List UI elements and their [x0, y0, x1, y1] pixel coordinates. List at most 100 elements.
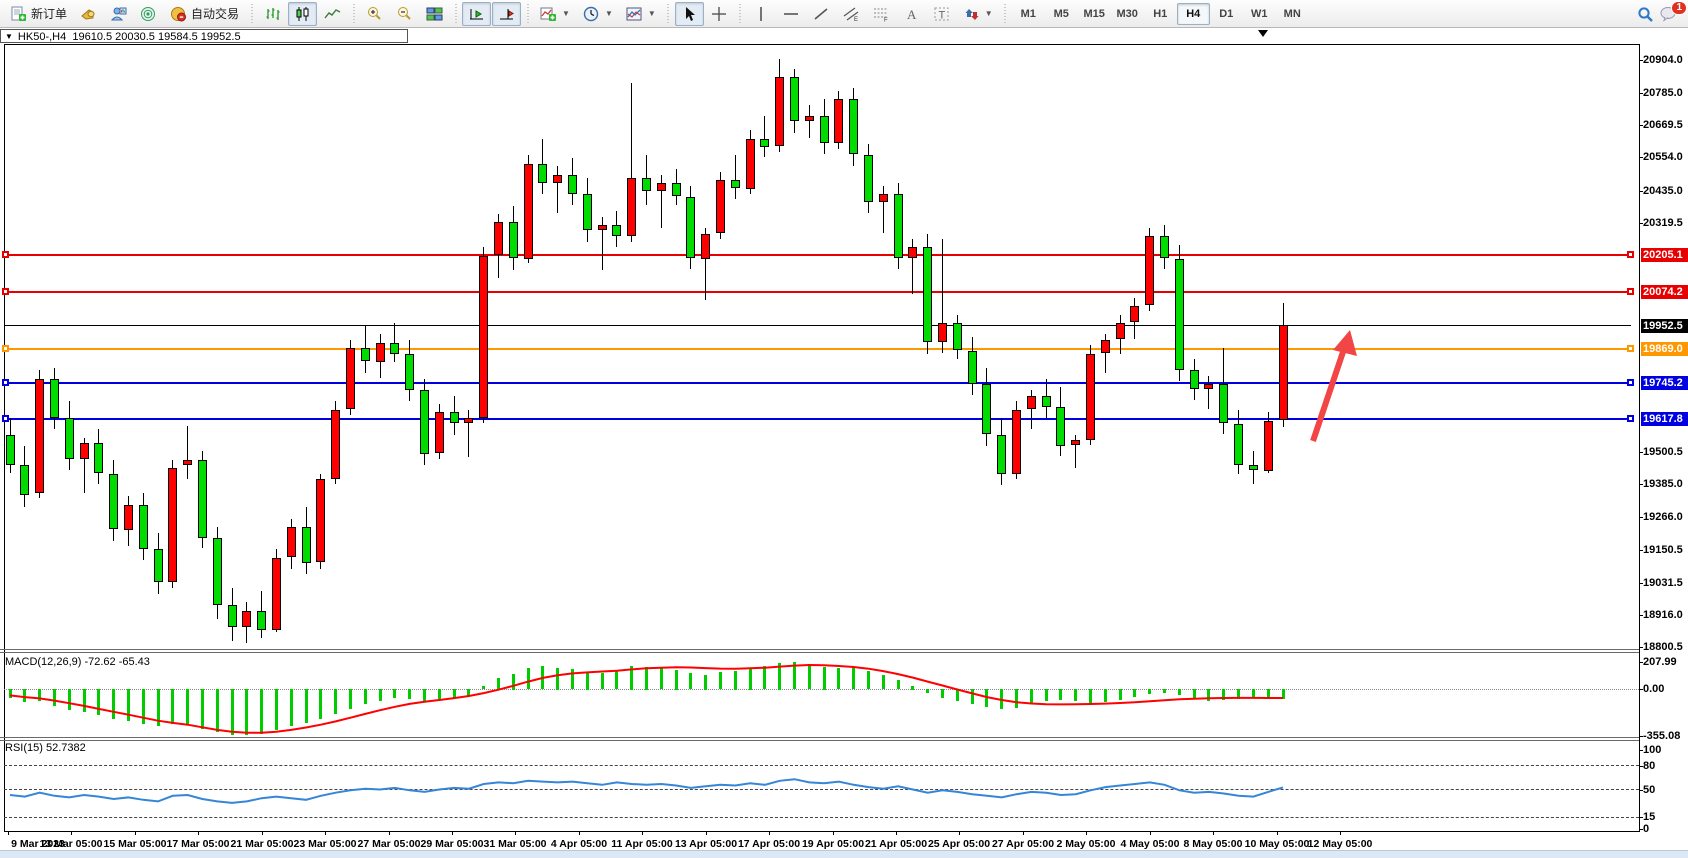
equidistant-channel-tool[interactable]: E	[837, 2, 866, 26]
tile-windows-icon	[426, 6, 443, 22]
pane-separator-macd-rsi[interactable]	[0, 737, 1639, 738]
candle-body	[1249, 465, 1258, 470]
chart-shift-button[interactable]	[492, 1, 522, 26]
timeframe-button-h1[interactable]: H1	[1153, 7, 1168, 20]
tile-windows-button[interactable]	[420, 2, 449, 26]
line-chart-mode-button[interactable]	[318, 2, 347, 26]
line-anchor-right[interactable]	[1627, 345, 1634, 352]
horizontal-line-object[interactable]	[4, 418, 1631, 420]
fibonacci-tool[interactable]: F	[867, 2, 896, 26]
time-axis-label[interactable]: 19 Apr 05:00	[801, 838, 865, 850]
line-anchor-left[interactable]	[2, 379, 9, 386]
timeframe-button-d1[interactable]: D1	[1219, 7, 1234, 20]
zoom-in-button[interactable]	[360, 2, 389, 26]
time-axis-label[interactable]: 12 May 05:00	[1307, 838, 1373, 850]
timeframe-button-mn[interactable]: MN	[1283, 7, 1301, 20]
time-axis-label[interactable]: 2 May 05:00	[1056, 838, 1116, 850]
autotrading-button[interactable]: 自动交易	[164, 2, 245, 26]
line-anchor-right[interactable]	[1627, 288, 1634, 295]
time-axis-label[interactable]: 29 Mar 05:00	[420, 838, 484, 850]
horizontal-line-object[interactable]	[4, 254, 1631, 256]
time-axis-label[interactable]: 13 Mar 05:00	[39, 838, 103, 850]
search-icon[interactable]	[1637, 6, 1654, 22]
time-axis-label[interactable]: 27 Mar 05:00	[357, 838, 421, 850]
price-axis-tick	[1639, 484, 1643, 485]
zoom-in-icon	[366, 6, 383, 22]
time-axis-label[interactable]: 4 Apr 05:00	[550, 838, 608, 850]
line-anchor-left[interactable]	[2, 251, 9, 258]
time-axis-label[interactable]: 25 Apr 05:00	[927, 838, 991, 850]
macd-histogram-bar	[201, 689, 204, 730]
line-anchor-right[interactable]	[1627, 415, 1634, 422]
trendline-tool[interactable]	[807, 2, 836, 26]
chart-dropdown-icon[interactable]: ▼	[5, 32, 13, 41]
bar-chart-mode-button[interactable]	[258, 2, 287, 26]
arrow-annotation[interactable]	[1295, 308, 1375, 453]
line-anchor-right[interactable]	[1627, 379, 1634, 386]
horizontal-line-object[interactable]	[4, 291, 1631, 293]
chart-area[interactable]: ▼ HK50-,H4 19610.5 20030.5 19584.5 19952.…	[0, 28, 1688, 850]
horizontal-line-object[interactable]	[4, 348, 1631, 350]
time-axis-label[interactable]: 15 Mar 05:00	[103, 838, 167, 850]
candle-body	[568, 175, 577, 194]
current-price-label: 19952.5	[1641, 319, 1688, 333]
chart-shift-marker[interactable]	[1258, 30, 1268, 37]
time-axis-label[interactable]: 21 Apr 05:00	[864, 838, 928, 850]
time-axis-label[interactable]: 17 Apr 05:00	[737, 838, 801, 850]
time-axis-label[interactable]: 8 May 05:00	[1183, 838, 1243, 850]
timeframe-button-w1[interactable]: W1	[1250, 7, 1268, 20]
cursor-button[interactable]	[674, 1, 704, 26]
horizontal-line-tool[interactable]	[777, 2, 806, 26]
notifications-icon[interactable]: 1	[1660, 0, 1687, 22]
rsi-axis-label: 50	[1643, 784, 1656, 796]
new-order-button[interactable]: 新订单	[4, 2, 73, 26]
time-axis-label[interactable]: 21 Mar 05:00	[230, 838, 294, 850]
line-anchor-right[interactable]	[1627, 251, 1634, 258]
horizontal-line-object[interactable]	[4, 382, 1631, 384]
pane-separator-main-macd[interactable]	[0, 649, 1639, 650]
time-axis-label[interactable]: 11 Apr 05:00	[611, 838, 673, 850]
chart-title-box[interactable]: ▼ HK50-,H4 19610.5 20030.5 19584.5 19952.…	[0, 29, 408, 43]
candle-wick	[631, 83, 632, 242]
auto-scroll-button[interactable]	[462, 1, 492, 26]
zoom-out-button[interactable]	[390, 2, 419, 26]
timeframe-button-m5[interactable]: M5	[1053, 7, 1069, 20]
time-axis-label[interactable]: 13 Apr 05:00	[674, 838, 738, 850]
text-tool[interactable]: A	[897, 2, 926, 26]
timeframe-button-m30[interactable]: M30	[1116, 7, 1138, 20]
pane-separator-main-macd[interactable]	[0, 652, 1639, 653]
candle-body	[109, 474, 118, 529]
timeframe-button-m1[interactable]: M1	[1020, 7, 1036, 20]
time-axis-label[interactable]: 23 Mar 05:00	[293, 838, 357, 850]
time-axis-label[interactable]: 9 Mar 2023	[11, 838, 65, 850]
time-axis-tick	[1213, 831, 1214, 835]
macd-histogram-bar	[1015, 689, 1018, 708]
text-label-tool[interactable]: T	[927, 2, 956, 26]
time-axis-label[interactable]: 17 Mar 05:00	[166, 838, 230, 850]
rsi-level-line	[4, 765, 1639, 766]
time-axis-label[interactable]: 27 Apr 05:00	[991, 838, 1055, 850]
pane-separator-macd-rsi[interactable]	[0, 740, 1639, 741]
line-anchor-left[interactable]	[2, 345, 9, 352]
timeframe-button-h4[interactable]: H4	[1176, 2, 1210, 25]
templates-button[interactable]: ▼	[620, 2, 662, 26]
macd-histogram-bar	[497, 678, 500, 690]
candle-wick	[1031, 390, 1032, 429]
line-anchor-left[interactable]	[2, 288, 9, 295]
time-axis-label[interactable]: 31 Mar 05:00	[483, 838, 547, 850]
crosshair-button[interactable]	[705, 2, 734, 26]
candlestick-mode-button[interactable]	[288, 1, 318, 26]
macd-axis-tick	[1639, 662, 1643, 663]
navigator-button[interactable]	[104, 2, 133, 26]
periods-button[interactable]: ▼	[577, 2, 619, 26]
arrows-tool[interactable]: ▼	[957, 2, 999, 26]
line-anchor-left[interactable]	[2, 415, 9, 422]
time-axis-label[interactable]: 4 May 05:00	[1120, 838, 1180, 850]
macd-histogram-bar	[1193, 689, 1196, 699]
market-watch-button[interactable]	[74, 2, 103, 26]
vertical-line-tool[interactable]	[747, 2, 776, 26]
time-axis-label[interactable]: 10 May 05:00	[1244, 838, 1310, 850]
terminal-button[interactable]	[134, 2, 163, 26]
indicators-button[interactable]: ▼	[534, 2, 576, 26]
timeframe-button-m15[interactable]: M15	[1083, 7, 1105, 20]
